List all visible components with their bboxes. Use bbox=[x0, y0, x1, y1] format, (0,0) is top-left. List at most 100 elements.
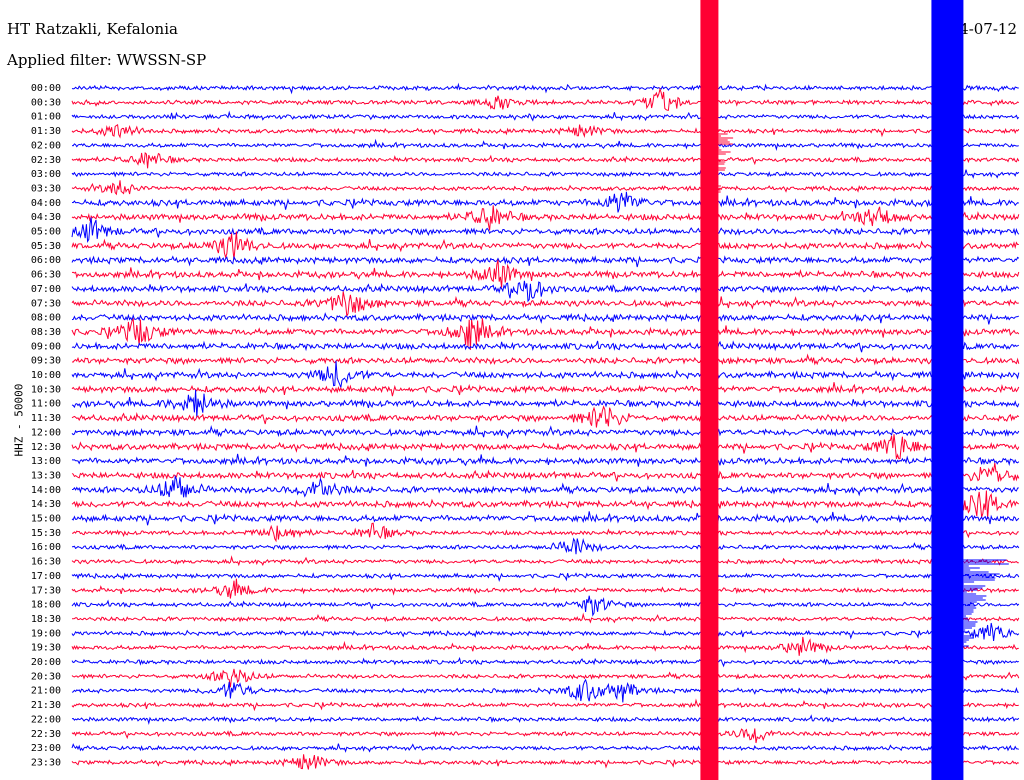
time-tick-label: 06:30 bbox=[31, 270, 61, 281]
event-trace bbox=[700, 0, 719, 780]
time-tick-label: 08:30 bbox=[31, 327, 61, 338]
trace-line bbox=[71, 87, 1020, 111]
station-title: HT Ratzakli, Kefalonia bbox=[7, 20, 178, 38]
trace-line bbox=[71, 668, 1020, 688]
trace-line bbox=[71, 382, 1020, 397]
time-tick-label: 13:00 bbox=[31, 456, 61, 467]
trace-line bbox=[71, 636, 1019, 656]
time-tick-label: 09:00 bbox=[31, 341, 61, 352]
trace-line bbox=[71, 754, 1019, 770]
time-tick-label: 05:30 bbox=[31, 241, 61, 252]
trace-line bbox=[71, 425, 1020, 439]
trace-line bbox=[71, 152, 1020, 169]
time-tick-label: 06:00 bbox=[31, 255, 61, 266]
trace-line bbox=[71, 522, 1019, 543]
time-tick-label: 02:30 bbox=[31, 155, 61, 166]
time-tick-label: 17:30 bbox=[31, 585, 61, 596]
trace-line bbox=[71, 231, 1019, 260]
time-tick-label: 07:00 bbox=[31, 284, 61, 295]
trace-line bbox=[71, 191, 1019, 213]
time-tick-label: 19:30 bbox=[31, 643, 61, 654]
time-tick-label: 03:30 bbox=[31, 183, 61, 194]
time-tick-label: 07:30 bbox=[31, 298, 61, 309]
time-tick-label: 13:30 bbox=[31, 470, 61, 481]
time-tick-label: 19:00 bbox=[31, 628, 61, 639]
event-coda bbox=[710, 129, 734, 289]
trace-line bbox=[71, 743, 1019, 753]
trace-line bbox=[71, 474, 1019, 498]
trace-line bbox=[71, 353, 1020, 366]
time-tick-label: 23:00 bbox=[31, 743, 61, 754]
time-tick-label: 15:00 bbox=[31, 514, 61, 525]
trace-line bbox=[71, 463, 1020, 482]
trace-line bbox=[71, 82, 1019, 95]
time-tick-label: 02:00 bbox=[31, 140, 61, 151]
time-tick-label: 04:00 bbox=[31, 198, 61, 209]
time-tick-label: 03:00 bbox=[31, 169, 61, 180]
trace-line bbox=[71, 254, 1020, 268]
time-tick-label: 14:00 bbox=[31, 485, 61, 496]
trace-line bbox=[72, 612, 1020, 624]
time-tick-label: 12:00 bbox=[31, 427, 61, 438]
trace-line bbox=[71, 622, 1020, 642]
time-tick-label: 16:00 bbox=[31, 542, 61, 553]
trace-line bbox=[71, 360, 1020, 388]
trace-line bbox=[71, 698, 1019, 712]
time-tick-label: 00:00 bbox=[31, 83, 61, 94]
trace-line bbox=[71, 317, 1020, 350]
time-tick-label: 12:30 bbox=[31, 442, 61, 453]
trace-line bbox=[71, 578, 1019, 599]
trace-line bbox=[71, 678, 1019, 703]
trace-line bbox=[71, 180, 1020, 196]
time-tick-label: 01:00 bbox=[31, 112, 61, 123]
trace-line bbox=[71, 389, 1020, 418]
trace-line bbox=[71, 434, 1020, 460]
trace-line bbox=[72, 537, 1020, 555]
time-tick-label: 05:00 bbox=[31, 227, 61, 238]
time-tick-label: 22:00 bbox=[31, 714, 61, 725]
time-tick-label: 10:30 bbox=[31, 384, 61, 395]
time-tick-label: 16:30 bbox=[31, 557, 61, 568]
time-tick-label: 18:00 bbox=[31, 600, 61, 611]
trace-line bbox=[71, 656, 1019, 668]
trace-line bbox=[71, 714, 1020, 726]
filter-label: Applied filter: WWSSN-SP bbox=[7, 51, 207, 69]
trace-line bbox=[71, 123, 1020, 139]
trace-line bbox=[71, 453, 1020, 467]
time-tick-label: 04:30 bbox=[31, 212, 61, 223]
time-tick-label: 00:30 bbox=[31, 97, 61, 108]
trace-line bbox=[71, 291, 1019, 318]
time-tick-label: 11:00 bbox=[31, 399, 61, 410]
event-coda bbox=[963, 559, 1009, 649]
trace-line bbox=[71, 569, 1020, 583]
time-tick-label: 18:30 bbox=[31, 614, 61, 625]
trace-line bbox=[71, 490, 1020, 519]
trace-line bbox=[71, 205, 1020, 231]
trace-line bbox=[71, 555, 1019, 567]
time-tick-label: 22:30 bbox=[31, 729, 61, 740]
time-tick-label: 11:30 bbox=[31, 413, 61, 424]
time-tick-label: 17:00 bbox=[31, 571, 61, 582]
trace-line bbox=[71, 110, 1020, 122]
time-tick-label: 20:00 bbox=[31, 657, 61, 668]
time-tick-label: 08:00 bbox=[31, 313, 61, 324]
trace-line bbox=[71, 138, 1019, 152]
time-tick-label: 09:30 bbox=[31, 356, 61, 367]
trace-line bbox=[71, 405, 1020, 428]
time-tick-label: 23:30 bbox=[31, 757, 61, 768]
time-tick-label: 15:30 bbox=[31, 528, 61, 539]
time-tick-label: 21:00 bbox=[31, 686, 61, 697]
trace-line bbox=[71, 340, 1020, 353]
time-tick-label: 14:30 bbox=[31, 499, 61, 510]
trace-line bbox=[71, 595, 1020, 617]
trace-line bbox=[71, 312, 1019, 325]
trace-line bbox=[71, 169, 1020, 179]
trace-line bbox=[71, 217, 1020, 243]
time-tick-label: 20:30 bbox=[31, 671, 61, 682]
trace-line bbox=[71, 728, 1020, 744]
trace-line bbox=[71, 280, 1020, 303]
time-tick-label: 21:30 bbox=[31, 700, 61, 711]
trace-line bbox=[71, 511, 1020, 526]
trace-line bbox=[71, 259, 1020, 288]
